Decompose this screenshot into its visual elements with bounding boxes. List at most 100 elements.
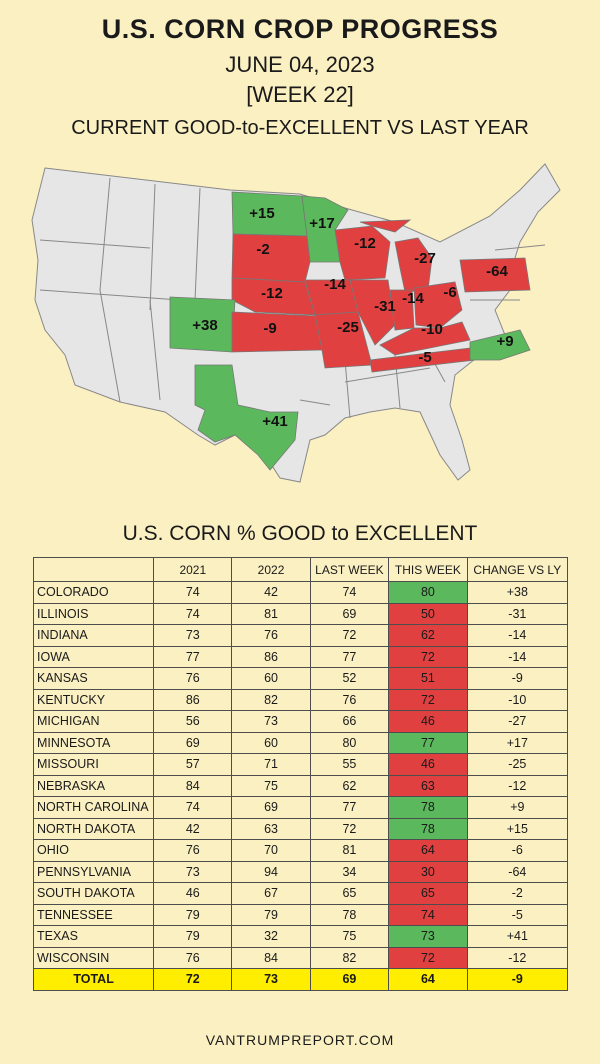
- cell-change: +41: [466, 925, 569, 948]
- cell-state: COLORADO: [32, 581, 155, 604]
- column-header: CHANGE VS LY: [466, 557, 569, 582]
- cell-last-week: 72: [309, 624, 390, 647]
- cell-y2022: 69: [231, 796, 311, 819]
- cell-y2022: 86: [231, 645, 311, 668]
- map-label-north-dakota: +15: [249, 205, 274, 222]
- map-label-south-dakota: -2: [256, 241, 269, 258]
- cell-change: -64: [466, 860, 569, 883]
- cell-y2021: 76: [153, 946, 233, 969]
- cell-last-week: 78: [309, 903, 390, 926]
- footer-url: VANTRUMPREPORT.COM: [205, 1032, 395, 1048]
- table-row: SOUTH DAKOTA 46 67 65 65 -2: [32, 882, 569, 905]
- state-border: [494, 244, 546, 251]
- cell-y2022: 71: [231, 753, 311, 776]
- cell-state: NEBRASKA: [32, 774, 155, 797]
- cell-last-week: 62: [309, 774, 390, 797]
- cell-y2021: 76: [153, 667, 233, 690]
- column-header: 2021: [153, 557, 233, 582]
- cell-state: IOWA: [32, 645, 155, 668]
- cell-y2021: 42: [153, 817, 233, 840]
- cell-state: NORTH CAROLINA: [32, 796, 155, 819]
- cell-state: TENNESSEE: [32, 903, 155, 926]
- cell-change: -5: [466, 903, 569, 926]
- cell-state: MICHIGAN: [32, 710, 155, 733]
- map-label-nebraska: -12: [261, 285, 283, 302]
- cell-y2021: 73: [153, 624, 233, 647]
- cell-change: -14: [466, 645, 569, 668]
- cell-change: +15: [466, 817, 569, 840]
- cell-last-week: 65: [309, 882, 390, 905]
- cell-this-week: 30: [388, 860, 468, 883]
- cell-last-week: 80: [309, 731, 390, 754]
- report-date: JUNE 04, 2023: [225, 52, 375, 77]
- map-label-kentucky: -10: [421, 321, 443, 338]
- cell-change: +9: [466, 796, 569, 819]
- cell-last-week: 77: [309, 796, 390, 819]
- cell-change: -12: [466, 774, 569, 797]
- table-row: NEBRASKA 84 75 62 63 -12: [32, 774, 569, 797]
- cell-last-week: 69: [309, 968, 390, 991]
- table-row: MINNESOTA 69 60 80 77 +17: [32, 731, 569, 754]
- cell-y2022: 73: [231, 710, 311, 733]
- state-border: [344, 359, 351, 419]
- table-header-row: 2021 2022 LAST WEEK THIS WEEK CHANGE VS LY: [32, 557, 569, 582]
- map-label-texas: +41: [262, 413, 287, 430]
- cell-change: +17: [466, 731, 569, 754]
- cell-this-week: 78: [388, 796, 468, 819]
- cell-last-week: 55: [309, 753, 390, 776]
- map-label-tennessee: -5: [418, 349, 431, 366]
- cell-y2022: 84: [231, 946, 311, 969]
- cell-y2022: 67: [231, 882, 311, 905]
- cell-y2021: 74: [153, 581, 233, 604]
- map-label-north-carolina: +9: [496, 333, 513, 350]
- table-row: MICHIGAN 56 73 66 46 -27: [32, 710, 569, 733]
- state-nebraska: [231, 277, 316, 316]
- cell-this-week: 72: [388, 645, 468, 668]
- map-label-illinois: -31: [374, 298, 396, 315]
- cell-last-week: 76: [309, 688, 390, 711]
- cell-state: WISCONSIN: [32, 946, 155, 969]
- state-north-carolina: [469, 329, 531, 361]
- state-pennsylvania: [459, 257, 531, 293]
- cell-this-week: 64: [388, 839, 468, 862]
- cell-this-week: 50: [388, 602, 468, 625]
- cell-this-week: 62: [388, 624, 468, 647]
- cell-last-week: 34: [309, 860, 390, 883]
- state-kentucky: [379, 321, 471, 356]
- cell-this-week: 51: [388, 667, 468, 690]
- cell-y2022: 42: [231, 581, 311, 604]
- cell-y2022: 79: [231, 903, 311, 926]
- map-label-colorado: +38: [192, 317, 217, 334]
- table-row: KANSAS 76 60 52 51 -9: [32, 667, 569, 690]
- cell-this-week: 63: [388, 774, 468, 797]
- table-row: TEXAS 79 32 75 73 +41: [32, 925, 569, 948]
- column-header: [32, 557, 155, 582]
- cell-state: NORTH DAKOTA: [32, 817, 155, 840]
- state-border: [99, 177, 111, 291]
- map-label-pennsylvania: -64: [486, 263, 508, 280]
- state-border: [299, 399, 331, 406]
- cell-state: KANSAS: [32, 667, 155, 690]
- cell-change: -10: [466, 688, 569, 711]
- state-border: [344, 367, 431, 383]
- cell-this-week: 77: [388, 731, 468, 754]
- table-title: U.S. CORN % GOOD to EXCELLENT: [122, 522, 478, 545]
- state-border: [149, 299, 161, 401]
- column-header: THIS WEEK: [388, 557, 468, 582]
- cell-change: +38: [466, 581, 569, 604]
- cell-change: -31: [466, 602, 569, 625]
- cell-change: -9: [466, 667, 569, 690]
- cell-y2022: 73: [231, 968, 311, 991]
- map-label-iowa: -14: [324, 276, 346, 293]
- cell-this-week: 78: [388, 817, 468, 840]
- map-label-missouri: -25: [337, 319, 359, 336]
- table-row: IOWA 77 86 77 72 -14: [32, 645, 569, 668]
- cell-y2022: 75: [231, 774, 311, 797]
- cell-y2021: 56: [153, 710, 233, 733]
- cell-y2021: 57: [153, 753, 233, 776]
- cell-y2021: 74: [153, 602, 233, 625]
- cell-change: -2: [466, 882, 569, 905]
- cell-this-week: 74: [388, 903, 468, 926]
- state-border: [39, 239, 151, 249]
- map-label-indiana: -14: [402, 290, 424, 307]
